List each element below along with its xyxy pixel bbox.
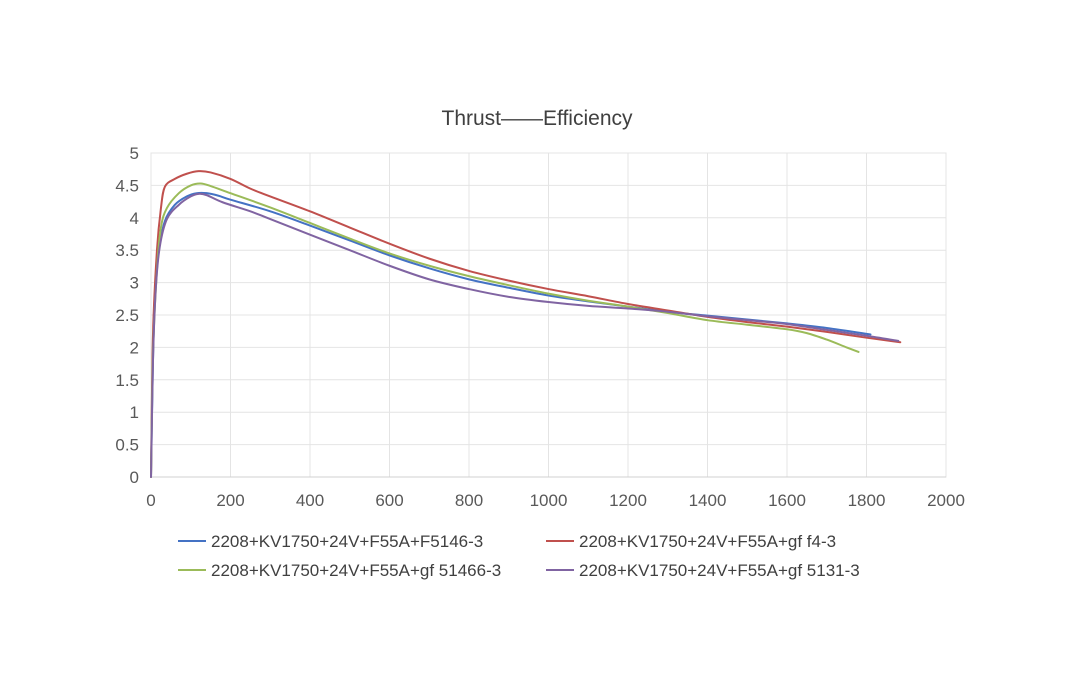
y-tick-label: 2: [130, 338, 139, 357]
legend: 2208+KV1750+24V+F55A+F5146-3 2208+KV1750+…: [178, 532, 860, 580]
x-tick-label: 1000: [530, 491, 568, 510]
x-tick-label: 1200: [609, 491, 647, 510]
y-tick-label: 0: [130, 468, 139, 487]
y-tick-label: 1: [130, 403, 139, 422]
legend-item-3: 2208+KV1750+24V+F55A+gf 51466-3: [178, 561, 501, 580]
axes: 0 0.5 1 1.5 2 2.5 3 3.5 4 4.5 5 0 200 400 600 800 1000 12…: [115, 144, 965, 510]
x-tick-label: 600: [375, 491, 403, 510]
y-tick-label: 3.5: [115, 241, 139, 260]
series-line-1: [150, 191, 872, 478]
legend-item-1: 2208+KV1750+24V+F55A+F5146-3: [178, 532, 483, 551]
legend-label: 2208+KV1750+24V+F55A+gf 51466-3: [211, 561, 501, 580]
plot-area: [150, 170, 902, 478]
legend-label: 2208+KV1750+24V+F55A+F5146-3: [211, 532, 483, 551]
x-tick-label: 800: [455, 491, 483, 510]
y-tick-label: 4.5: [115, 176, 139, 195]
x-tick-label: 2000: [927, 491, 965, 510]
legend-label: 2208+KV1750+24V+F55A+gf f4-3: [579, 532, 836, 551]
series-line-4: [150, 192, 900, 478]
x-tick-label: 1800: [848, 491, 886, 510]
legend-item-4: 2208+KV1750+24V+F55A+gf 5131-3: [546, 561, 860, 580]
y-tick-label: 1.5: [115, 371, 139, 390]
x-tick-label: 1600: [768, 491, 806, 510]
y-tick-label: 5: [130, 144, 139, 163]
y-tick-label: 2.5: [115, 306, 139, 325]
x-tick-label: 200: [216, 491, 244, 510]
x-tick-label: 400: [296, 491, 324, 510]
legend-item-2: 2208+KV1750+24V+F55A+gf f4-3: [546, 532, 836, 551]
y-tick-label: 3: [130, 274, 139, 293]
legend-label: 2208+KV1750+24V+F55A+gf 5131-3: [579, 561, 860, 580]
y-tick-label: 4: [130, 209, 139, 228]
x-tick-label: 1400: [689, 491, 727, 510]
x-tick-label: 0: [146, 491, 155, 510]
y-tick-label: 0.5: [115, 436, 139, 455]
grid: [150, 152, 947, 478]
series-line-2: [150, 170, 902, 478]
chart-title: Thrust——Efficiency: [442, 107, 633, 130]
series-line-3: [150, 182, 860, 478]
